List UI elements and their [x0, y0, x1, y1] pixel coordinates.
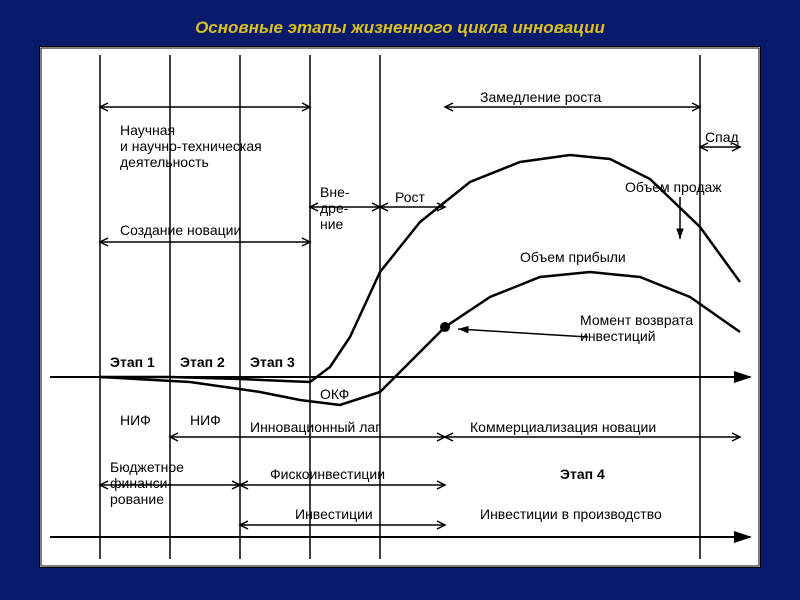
- bracket-invest: [240, 521, 445, 529]
- label-zamedlenie: Замедление роста: [480, 89, 602, 105]
- label-innov_lag: Инновационный лаг: [250, 419, 380, 435]
- bracket-fisco: [240, 481, 445, 489]
- bracket-sozdanie: [100, 238, 310, 246]
- label-rost: Рост: [395, 189, 426, 205]
- label-etap2: Этап 2: [180, 354, 225, 370]
- label-fisco: Фискоинвестиции: [270, 466, 385, 482]
- label-commerc: Коммерциализация новации: [470, 419, 656, 435]
- label-invest_proizv: Инвестиции в производство: [480, 506, 662, 522]
- bracket-nauchnaya: [100, 103, 310, 111]
- label-spad: Спад: [705, 129, 739, 145]
- lifecycle-diagram: Научнаяи научно-техническаядеятельностьЗ…: [40, 47, 760, 567]
- label-nif1: НИФ: [120, 412, 151, 428]
- label-etap4: Этап 4: [560, 466, 605, 482]
- label-etap3: Этап 3: [250, 354, 295, 370]
- label-moment: Момент возвратаинвестиций: [580, 312, 693, 344]
- label-objem_prodazh: Объем продаж: [625, 179, 722, 195]
- label-okf: ОКФ: [320, 386, 349, 402]
- label-vnedrenie: Вне-дре-ние: [320, 184, 350, 232]
- label-invest: Инвестиции: [295, 506, 373, 522]
- slide: Основные этапы жизненного цикла инноваци…: [0, 0, 800, 600]
- slide-title: Основные этапы жизненного цикла инноваци…: [0, 0, 800, 46]
- label-objem_pribyli: Объем прибыли: [520, 249, 626, 265]
- return-arrow: [458, 329, 588, 337]
- label-nif2: НИФ: [190, 412, 221, 428]
- label-etap1: Этап 1: [110, 354, 155, 370]
- label-budget: Бюджетноефинанси-рование: [110, 459, 184, 507]
- return-point: [440, 322, 450, 332]
- chart-frame: Научнаяи научно-техническаядеятельностьЗ…: [39, 46, 761, 568]
- label-sozdanie: Создание новации: [120, 222, 241, 238]
